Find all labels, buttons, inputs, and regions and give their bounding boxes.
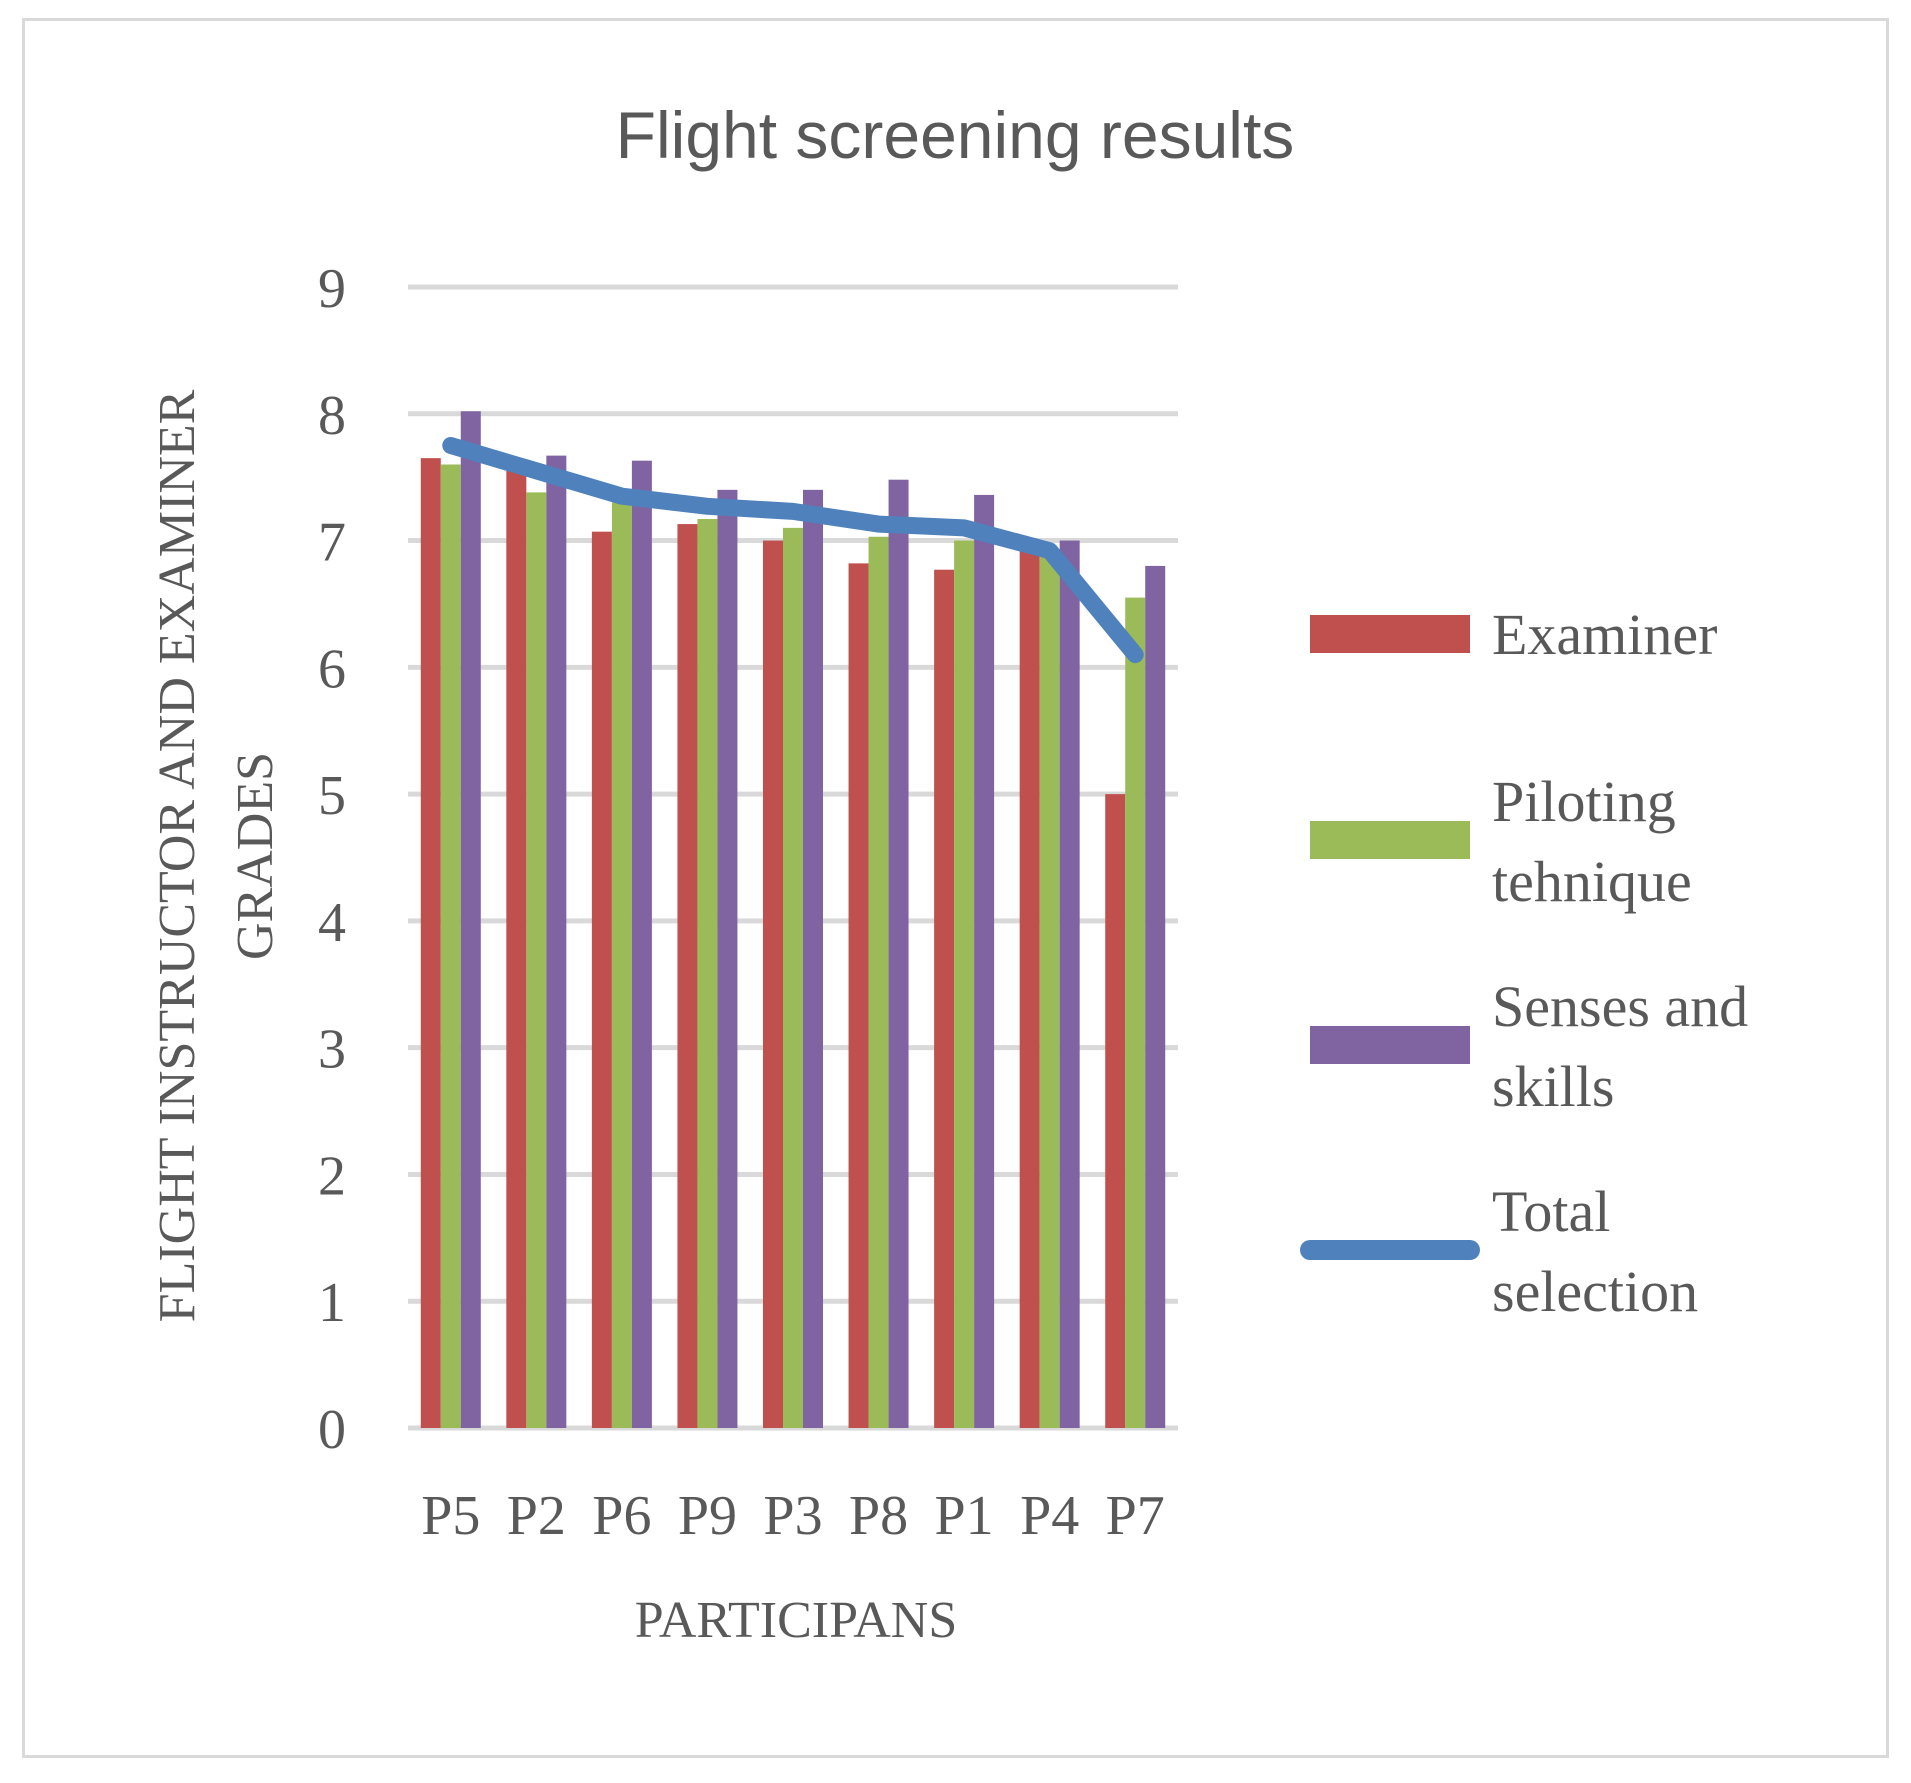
y-tick-label: 7 [318,512,346,574]
bar-senses-and-skills-P8 [888,479,909,1428]
x-tick-label: P3 [763,1485,822,1547]
x-tick-label: P8 [849,1485,908,1547]
bar-senses-and-skills-P1 [974,494,995,1429]
x-tick-label: P5 [421,1485,480,1547]
y-tick-label: 5 [318,765,346,827]
bar-senses-and-skills-P5 [460,411,481,1429]
bar-senses-and-skills-P9 [717,489,738,1428]
legend-label: selection [1492,1259,1698,1324]
x-tick-label: P7 [1106,1485,1165,1547]
line-total-selection [442,436,1144,664]
y-tick-label: 2 [318,1145,346,1207]
bar-examiner-P1 [934,569,955,1428]
bar-piloting-tehnique-P6 [611,502,632,1428]
total-selection-line-group [442,436,1144,664]
y-tick-label: 8 [318,385,346,447]
y-tick-labels: 0 1 2 3 4 5 6 7 8 9 [318,258,346,1461]
bar-examiner-P3 [763,540,783,1428]
bar-senses-and-skills-P6 [631,460,652,1428]
bar-examiner-P9 [677,524,698,1428]
x-axis-title: PARTICIPANS [635,1592,958,1649]
x-tick-label: P9 [678,1485,737,1547]
legend-swatch-piloting-tehnique [1310,821,1470,859]
y-tick-label: 1 [318,1272,346,1334]
legend-swatch-examiner [1310,615,1470,653]
y-tick-label: 6 [318,638,346,700]
y-tick-label: 0 [318,1399,346,1461]
bar-piloting-tehnique-P7 [1125,597,1146,1428]
x-tick-label: P1 [935,1485,994,1547]
bar-piloting-tehnique-P3 [783,527,803,1428]
y-tick-label: 4 [318,892,346,954]
legend-label: Senses and [1492,974,1748,1039]
bar-examiner-P7 [1105,794,1126,1428]
legend-label: tehnique [1492,849,1692,914]
legend: Examiner Piloting tehnique Senses and skills… [1300,602,1748,1324]
bar-senses-and-skills-P7 [1145,565,1166,1428]
bar-piloting-tehnique-P9 [697,519,718,1428]
y-tick-label: 3 [318,1019,346,1081]
bar-examiner-P6 [591,531,612,1428]
y-axis-title: FLIGHT INSTRUCTOR AND EXAMINER GRADES [149,389,284,1322]
x-tick-labels: P5 P2 P6 P9 P3 P8 P1 P4 P7 [421,1485,1165,1547]
legend-label: skills [1492,1054,1615,1119]
bar-piloting-tehnique-P5 [440,464,461,1428]
x-tick-label: P4 [1020,1485,1079,1547]
x-tick-label: P6 [592,1485,651,1547]
bars [420,411,1166,1429]
y-tick-label: 9 [318,258,346,320]
legend-label: Examiner [1492,602,1717,667]
x-tick-label: P2 [507,1485,566,1547]
legend-label: Piloting [1492,769,1676,834]
bar-examiner-P2 [506,470,527,1429]
y-axis-title-line: GRADES [227,752,284,960]
bar-piloting-tehnique-P8 [868,536,889,1428]
legend-swatch-senses-and-skills [1310,1026,1470,1064]
bar-examiner-P8 [848,563,869,1428]
chart-title: Flight screening results [616,98,1295,172]
bar-examiner-P4 [1019,546,1040,1428]
bar-piloting-tehnique-P1 [954,540,975,1428]
bar-piloting-tehnique-P4 [1039,555,1060,1428]
bar-senses-and-skills-P3 [803,489,823,1428]
bar-examiner-P5 [420,458,441,1428]
bar-piloting-tehnique-P2 [526,492,547,1428]
bar-senses-and-skills-P4 [1059,540,1080,1428]
legend-label: Total [1492,1179,1610,1244]
y-axis-title-line: FLIGHT INSTRUCTOR AND EXAMINER [149,389,206,1322]
bar-senses-and-skills-P2 [546,455,567,1428]
